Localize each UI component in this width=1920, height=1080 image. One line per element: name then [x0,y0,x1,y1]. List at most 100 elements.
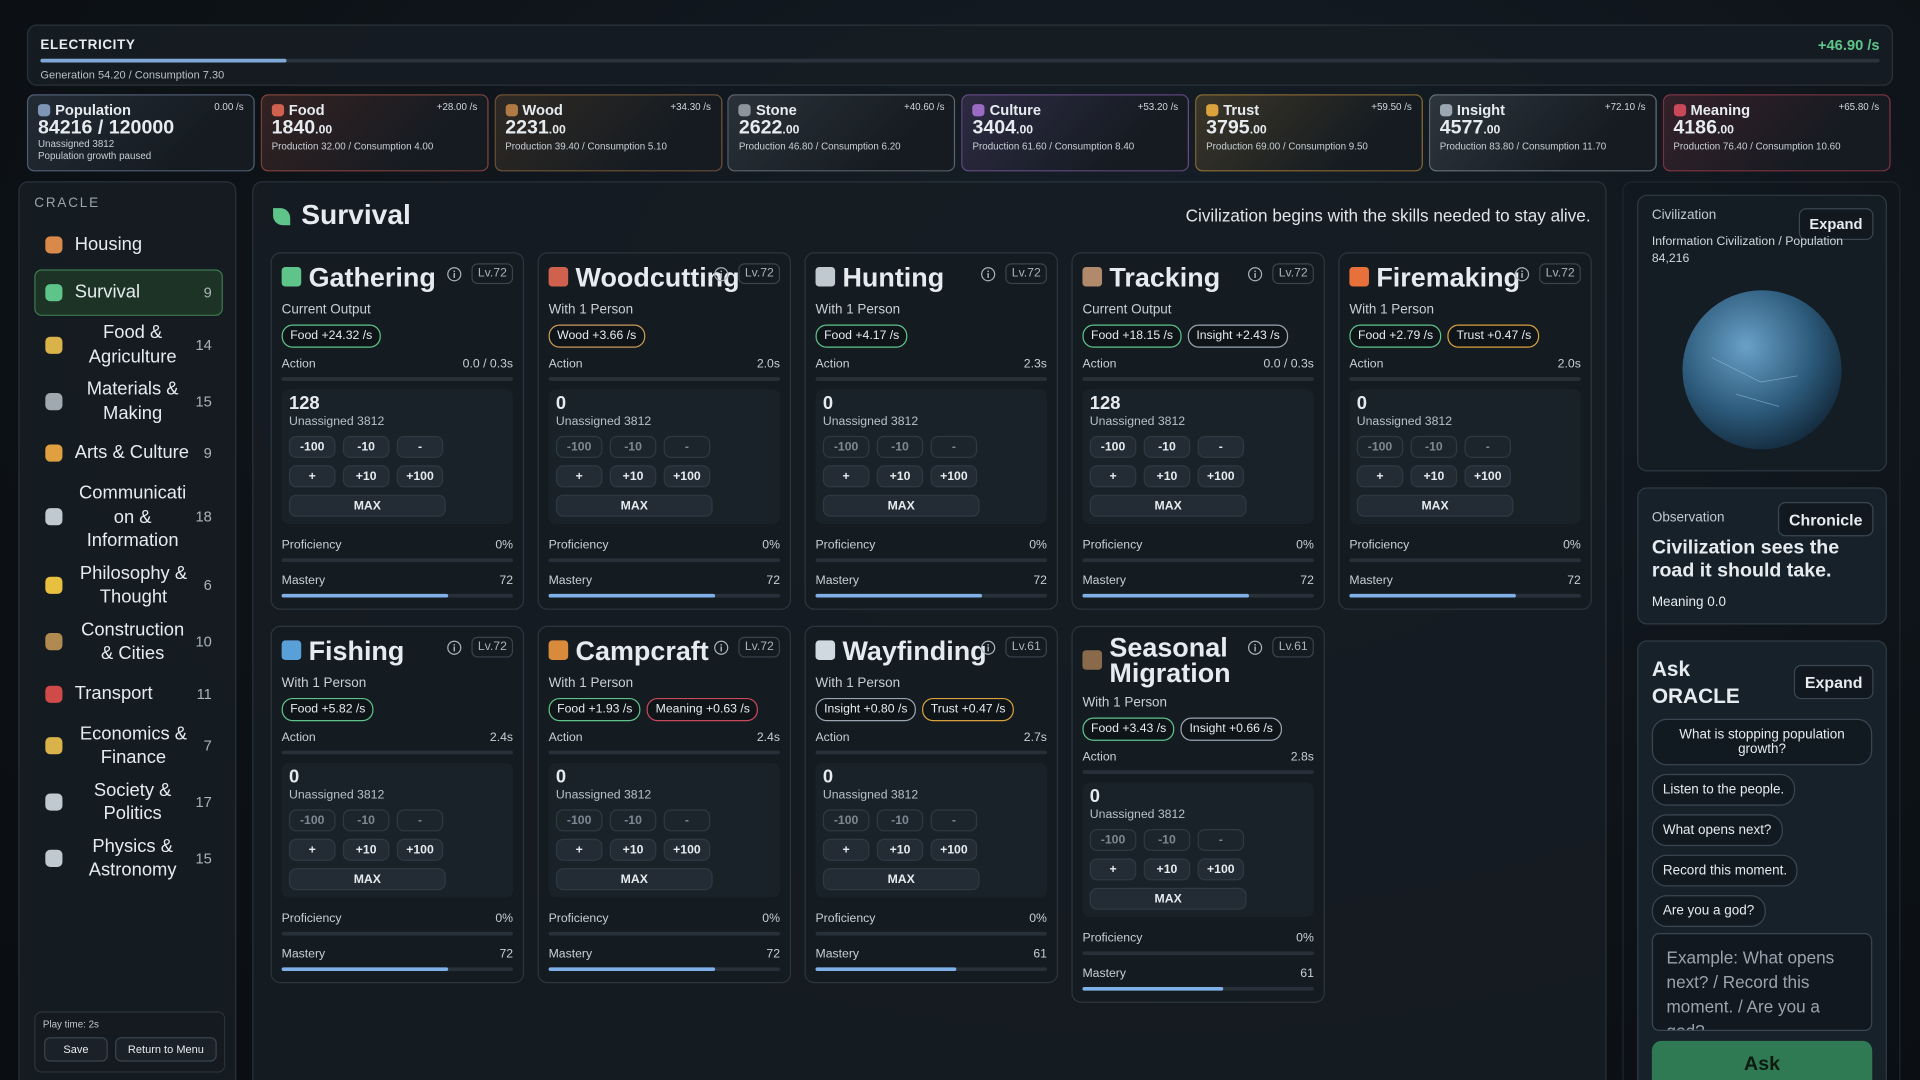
minus-button[interactable]: -100 [555,809,603,832]
ask-expand-button[interactable]: Expand [1793,664,1874,700]
plus-button[interactable]: + [822,838,870,861]
minus-button[interactable]: -100 [822,809,870,832]
plus-button[interactable]: + [288,838,336,861]
plus-button[interactable]: + [1089,465,1137,488]
category-item[interactable]: Communication & Information 18 [34,478,223,557]
minus-button[interactable]: -100 [555,435,603,458]
info-icon[interactable] [981,267,996,282]
minus-button[interactable]: -10 [876,809,924,832]
skill-level: Lv.72 [1539,263,1581,285]
minus-button[interactable]: - [930,435,978,458]
max-button[interactable]: MAX [555,494,713,517]
category-item[interactable]: Arts & Culture 9 [34,430,223,477]
minus-button[interactable]: - [663,435,711,458]
minus-button[interactable]: -100 [1356,435,1404,458]
info-icon[interactable] [714,640,729,655]
minus-button[interactable]: -10 [1410,435,1458,458]
category-item[interactable]: Society & Politics 17 [34,774,223,829]
minus-button[interactable]: -100 [1089,828,1137,852]
plus-button[interactable]: +10 [876,838,924,861]
minus-button[interactable]: -10 [1143,435,1191,458]
plus-button[interactable]: +100 [1197,858,1245,881]
max-button[interactable]: MAX [1356,494,1514,517]
max-button[interactable]: MAX [822,494,980,517]
info-icon[interactable] [1248,640,1263,655]
minus-button[interactable]: - [930,809,978,832]
plus-button[interactable]: + [822,465,870,488]
info-icon[interactable] [981,640,996,655]
category-item[interactable]: Survival 9 [34,269,223,316]
suggestion[interactable]: What is stopping population growth? [1651,718,1873,766]
minus-button[interactable]: -10 [609,809,657,832]
plus-button[interactable]: +10 [609,838,657,861]
minus-button[interactable]: -100 [1089,435,1137,458]
max-button[interactable]: MAX [1089,887,1247,910]
plus-button[interactable]: +100 [396,465,444,488]
plus-button[interactable]: +100 [396,838,444,861]
plus-button[interactable]: + [1356,465,1404,488]
plus-button[interactable]: +100 [663,465,711,488]
plus-button[interactable]: +100 [1197,465,1245,488]
plus-button[interactable]: + [555,465,603,488]
menu-button[interactable]: Return to Menu [115,1037,217,1062]
max-button[interactable]: MAX [1089,494,1247,517]
minus-button[interactable]: -10 [876,435,924,458]
ask-box: Ask ORACLE Expand What is stopping popul… [1637,640,1887,1080]
plus-button[interactable]: +10 [609,465,657,488]
plus-button[interactable]: +100 [930,838,978,861]
plus-button[interactable]: +10 [1410,465,1458,488]
minus-buttons: -100 -10- [1356,435,1574,458]
ask-input[interactable]: Example: What opens next? / Record this … [1651,933,1873,1032]
info-icon[interactable] [1248,267,1263,282]
expand-button[interactable]: Expand [1798,208,1874,241]
minus-button[interactable]: -100 [288,435,336,458]
plus-button[interactable]: +10 [1143,858,1191,881]
plus-button[interactable]: + [1089,858,1137,881]
mastery-label: Mastery [1349,574,1393,588]
suggestion[interactable]: What opens next? [1651,814,1783,847]
minus-button[interactable]: -100 [288,809,336,832]
plus-button[interactable]: +100 [1464,465,1512,488]
chronicle-button[interactable]: Chronicle [1777,502,1874,537]
save-button[interactable]: Save [44,1037,108,1062]
minus-button[interactable]: - [663,809,711,832]
plus-button[interactable]: +10 [342,838,390,861]
plus-button[interactable]: +10 [1143,465,1191,488]
category-item[interactable]: Philosophy & Thought 6 [34,558,223,613]
minus-button[interactable]: - [1197,828,1245,852]
plus-button[interactable]: + [288,465,336,488]
category-item[interactable]: Housing [34,222,223,269]
minus-button[interactable]: - [1464,435,1512,458]
minus-button[interactable]: - [396,809,444,832]
minus-button[interactable]: - [396,435,444,458]
max-button[interactable]: MAX [555,868,713,891]
category-item[interactable]: Transport 11 [34,670,223,717]
suggestion[interactable]: Are you a god? [1651,895,1766,927]
minus-button[interactable]: -10 [342,435,390,458]
minus-button[interactable]: -10 [609,435,657,458]
minus-button[interactable]: -10 [1143,828,1191,852]
plus-button[interactable]: +100 [663,838,711,861]
suggestion[interactable]: Listen to the people. [1651,773,1796,806]
info-icon[interactable] [447,640,462,655]
plus-button[interactable]: +10 [876,465,924,488]
minus-button[interactable]: -10 [342,809,390,832]
minus-button[interactable]: -100 [822,435,870,458]
minus-button[interactable]: - [1197,435,1245,458]
category-item[interactable]: Construction & Cities 10 [34,614,223,669]
plus-button[interactable]: +100 [930,465,978,488]
info-icon[interactable] [1514,267,1530,282]
ask-submit[interactable]: Ask [1651,1040,1873,1080]
category-item[interactable]: Materials & Making 15 [34,373,223,428]
info-icon[interactable] [447,267,462,282]
info-icon[interactable] [714,267,729,282]
max-button[interactable]: MAX [288,868,446,891]
plus-button[interactable]: + [555,838,603,861]
category-item[interactable]: Physics & Astronomy 15 [34,831,223,886]
category-item[interactable]: Economics & Finance 7 [34,718,223,773]
max-button[interactable]: MAX [288,494,446,517]
category-item[interactable]: Food & Agriculture 14 [34,317,223,372]
suggestion[interactable]: Record this moment. [1651,854,1799,887]
plus-button[interactable]: +10 [342,465,390,488]
max-button[interactable]: MAX [822,868,980,891]
